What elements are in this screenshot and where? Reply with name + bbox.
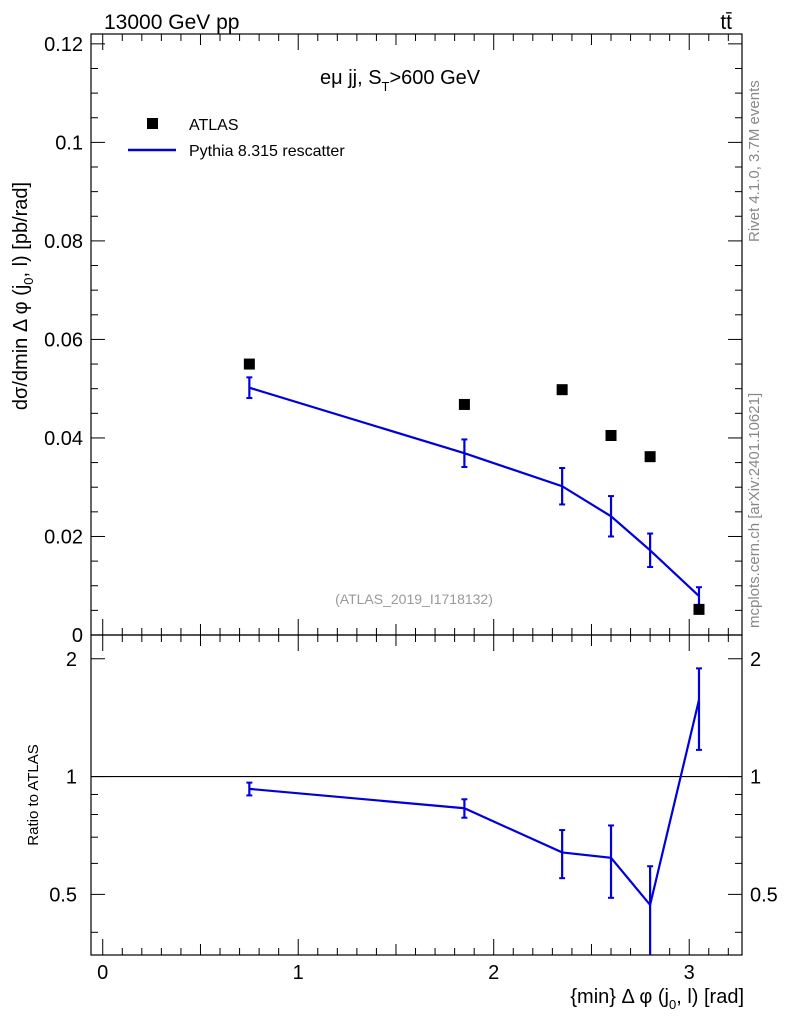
watermark: (ATLAS_2019_I1718132) xyxy=(335,591,493,607)
main-axis-ticks xyxy=(91,34,742,636)
main-y-tick-label: 0.08 xyxy=(44,231,83,253)
process-label: 13000 GeV pp xyxy=(104,11,239,34)
main-y-tick-label: 0.06 xyxy=(44,329,83,351)
data-point xyxy=(644,451,656,463)
main-y-tick-label: 0.12 xyxy=(44,34,83,56)
ratio-y-tick-label-right: 0.5 xyxy=(750,884,778,906)
main-y-axis-label: dσ/dmin Δ φ (j0, l) [pb/rad] xyxy=(10,182,36,410)
ratio-y-tick-label-right: 2 xyxy=(750,649,761,671)
main-y-tick-labels: 0 0.02 0.04 0.06 0.08 0.1 0.12 xyxy=(44,34,83,647)
legend-mc-label: Pythia 8.315 rescatter xyxy=(189,143,345,160)
source-label: mcplots.cern.ch [arXiv:2401.10621] xyxy=(746,392,763,628)
legend: ATLAS Pythia 8.315 rescatter xyxy=(128,117,345,160)
main-y-tick-label: 0.1 xyxy=(55,132,83,154)
data-series xyxy=(243,358,705,615)
data-point xyxy=(556,384,568,396)
ratio-panel: 0.5 0.5 1 1 2 2 0 1 2 3 Ratio to ATLAS {min} Δ φ… xyxy=(25,634,778,1012)
ratio-frame xyxy=(90,634,743,956)
main-y-tick-label: 0.04 xyxy=(44,428,83,450)
ratio-y-tick-label: 1 xyxy=(66,767,77,789)
x-tick-labels: 0 1 2 3 xyxy=(97,962,695,984)
ratio-y-axis-label: Ratio to ATLAS xyxy=(25,744,42,845)
mc-series xyxy=(246,376,702,606)
ratio-axis-ticks xyxy=(91,635,742,955)
main-y-tick-label: 0 xyxy=(72,625,83,647)
legend-data-label: ATLAS xyxy=(189,117,239,134)
legend-data-marker xyxy=(147,118,158,129)
ratio-y-tick-label: 0.5 xyxy=(49,884,77,906)
main-panel: 0 0.02 0.04 0.06 0.08 0.1 0.12 eμ jj, ST>600 G… xyxy=(10,33,743,647)
ratio-line xyxy=(249,699,701,908)
mc-line xyxy=(249,386,700,597)
x-tick-label: 3 xyxy=(684,962,695,984)
data-point xyxy=(693,603,705,615)
data-point xyxy=(605,429,617,441)
x-axis-label: {min} Δ φ (j0, l) [rad] xyxy=(570,986,744,1012)
ratio-y-tick-label: 2 xyxy=(66,649,77,671)
final-state-label: tt̄ xyxy=(720,11,732,34)
main-title: eμ jj, ST>600 GeV xyxy=(320,67,481,94)
x-tick-label: 2 xyxy=(488,962,499,984)
ratio-series xyxy=(246,667,702,955)
main-y-tick-label: 0.02 xyxy=(44,526,83,548)
ratio-y-tick-label-right: 1 xyxy=(750,767,761,789)
x-tick-label: 1 xyxy=(293,962,304,984)
data-point xyxy=(243,358,255,370)
ratio-y-tick-labels: 0.5 0.5 1 1 2 2 xyxy=(49,649,778,907)
x-tick-label: 0 xyxy=(97,962,108,984)
rivet-version-label: Rivet 4.1.0, 3.7M events xyxy=(746,80,763,242)
data-point xyxy=(458,398,470,410)
